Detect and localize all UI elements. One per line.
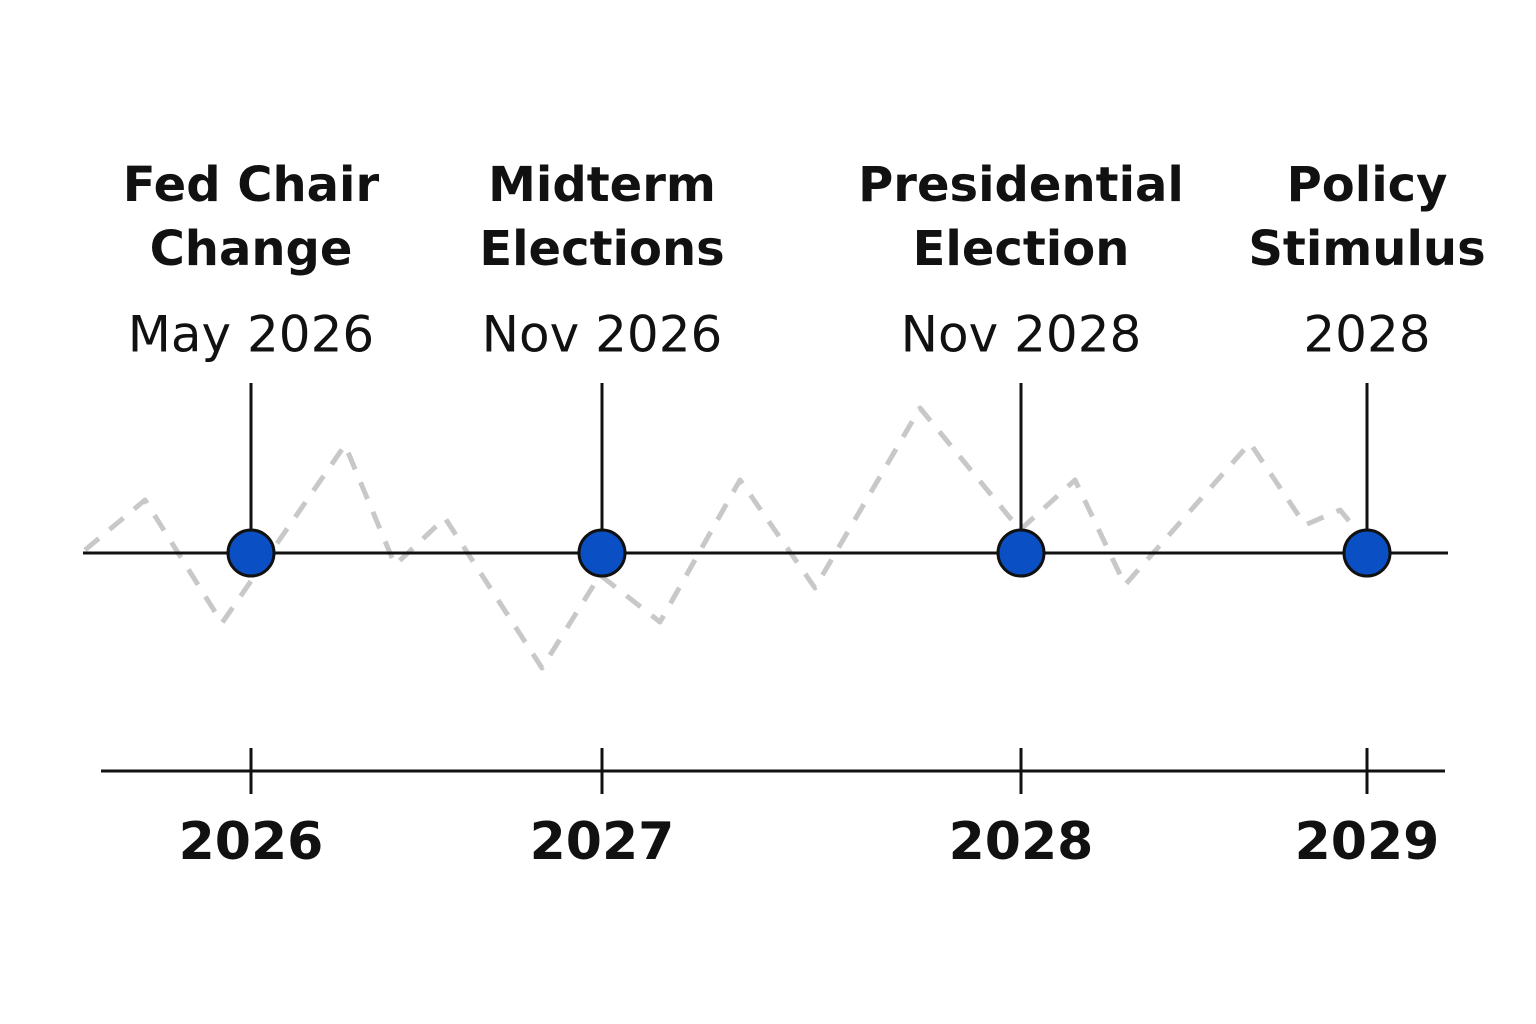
event-title: Presidential	[858, 157, 1184, 213]
event-date: May 2026	[128, 306, 375, 364]
event-title: Policy	[1287, 157, 1448, 213]
event-title: Elections	[479, 221, 724, 277]
decorative-trend	[83, 405, 1367, 671]
event-marker	[1342, 528, 1392, 578]
event-date: 2028	[1303, 306, 1430, 364]
event-marker	[996, 528, 1046, 578]
event-title: Change	[150, 221, 353, 277]
event-title: Election	[913, 221, 1130, 277]
event-marker	[226, 528, 276, 578]
event-title: Midterm	[488, 157, 716, 213]
event-date: Nov 2028	[901, 306, 1142, 364]
events: Fed Chair Change May 2026 Midterm Elections N…	[123, 157, 1486, 872]
year-label: 2027	[530, 812, 675, 872]
event-title: Fed Chair	[123, 157, 380, 213]
year-label: 2028	[949, 812, 1094, 872]
year-label: 2029	[1295, 812, 1440, 872]
event-date: Nov 2026	[482, 306, 723, 364]
year-label: 2026	[179, 812, 324, 872]
event-title: Stimulus	[1248, 221, 1485, 277]
event-marker	[577, 528, 627, 578]
